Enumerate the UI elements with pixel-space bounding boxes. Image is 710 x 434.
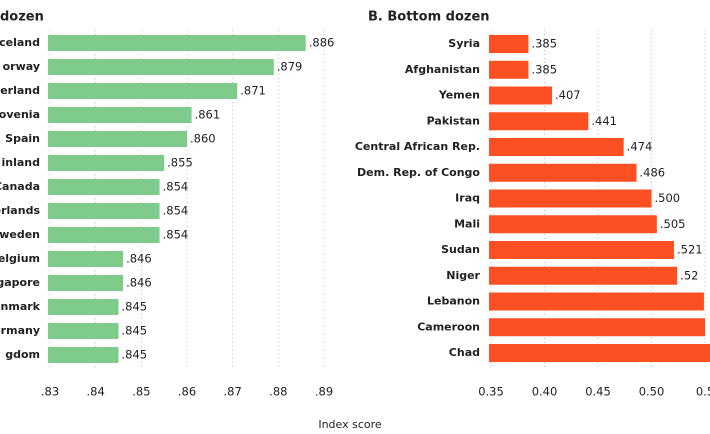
bar: [489, 241, 674, 259]
category-label: Niger: [446, 269, 480, 282]
value-label: .886: [309, 36, 335, 50]
bar: [48, 155, 165, 171]
bar: [48, 323, 119, 339]
bar: [48, 179, 160, 195]
category-label: ermany: [0, 324, 40, 337]
x-tick-label: .87: [224, 385, 242, 399]
value-label: .854: [163, 228, 189, 242]
x-axis-title: Index score: [318, 418, 382, 431]
value-label: .871: [240, 84, 266, 98]
value-label: .846: [126, 276, 152, 290]
value-label: .385: [531, 62, 557, 76]
category-label: gdom: [5, 348, 40, 361]
bar: [489, 215, 657, 234]
value-label: .521: [677, 243, 703, 257]
category-label: Dem. Rep. of Congo: [357, 166, 480, 179]
value-label: .860: [190, 132, 216, 146]
value-label: .855: [167, 156, 193, 170]
value-label: .474: [627, 140, 653, 154]
bar: [48, 131, 187, 147]
value-label: .486: [640, 165, 666, 179]
category-label: orway: [3, 60, 40, 73]
bar: [489, 292, 704, 311]
x-tick-label: 0.45: [585, 385, 611, 399]
category-label: Sudan: [441, 243, 480, 256]
value-label: .407: [555, 88, 581, 102]
category-label: Central African Rep.: [355, 140, 480, 153]
bar: [489, 138, 624, 156]
x-tick-label: .88: [269, 385, 287, 399]
bar: [489, 60, 529, 79]
x-tick-label: 0.5: [696, 385, 710, 399]
x-tick-label: 0.35: [478, 385, 504, 399]
value-label: .385: [531, 37, 557, 51]
bar: [489, 163, 637, 182]
x-tick-label: .86: [178, 385, 196, 399]
x-tick-label: 0.50: [639, 385, 665, 399]
bar: [489, 266, 678, 285]
bar: [48, 275, 124, 291]
value-label: .500: [655, 191, 681, 205]
value-label: .845: [122, 324, 148, 338]
category-label: celand: [0, 36, 40, 49]
bar: [48, 83, 238, 99]
bar: [489, 189, 652, 208]
category-label: erlands: [0, 204, 40, 217]
bar: [489, 86, 552, 105]
x-tick-label: .85: [132, 385, 150, 399]
value-label: .441: [591, 114, 617, 128]
bar: [48, 251, 124, 267]
bar: [48, 347, 119, 363]
value-label: .845: [122, 300, 148, 314]
category-label: Iraq: [455, 192, 480, 205]
bar: [489, 112, 589, 131]
bar: [489, 35, 529, 53]
value-label: .854: [163, 180, 189, 194]
category-label: nmark: [1, 300, 41, 313]
x-tick-label: .84: [87, 385, 105, 399]
chart-title: dozen: [0, 10, 44, 25]
value-label: .846: [126, 252, 152, 266]
category-label: Canada: [0, 180, 40, 193]
x-tick-label: .89: [315, 385, 333, 399]
chart-title: B. Bottom dozen: [368, 10, 490, 25]
category-label: inland: [2, 156, 41, 169]
category-label: Cameroon: [417, 320, 480, 333]
category-label: erland: [0, 84, 40, 97]
category-label: elgium: [0, 252, 40, 265]
category-label: ovenia: [0, 108, 40, 121]
category-label: Chad: [449, 346, 480, 359]
category-label: Yemen: [438, 89, 480, 102]
x-tick-label: .83: [41, 385, 59, 399]
category-label: Syria: [448, 37, 480, 50]
category-label: gapore: [0, 276, 40, 289]
category-label: Lebanon: [427, 295, 480, 308]
value-label: .861: [195, 108, 221, 122]
category-label: Mali: [454, 217, 480, 230]
category-label: Spain: [5, 132, 40, 145]
value-label: .52: [680, 268, 698, 282]
value-label: .845: [122, 348, 148, 362]
bar: [48, 203, 160, 219]
bar: [489, 318, 705, 337]
bar: [48, 299, 119, 315]
bar: [48, 59, 274, 75]
value-label: .854: [163, 204, 189, 218]
bar: [48, 227, 160, 243]
value-label: .879: [277, 60, 303, 74]
bar: [48, 35, 306, 51]
category-label: weden: [0, 228, 40, 241]
category-label: Afghanistan: [405, 63, 480, 76]
bar: [489, 344, 710, 362]
x-tick-label: 0.40: [532, 385, 558, 399]
category-label: Pakistan: [427, 114, 480, 127]
bar: [48, 107, 192, 123]
value-label: .505: [660, 217, 686, 231]
